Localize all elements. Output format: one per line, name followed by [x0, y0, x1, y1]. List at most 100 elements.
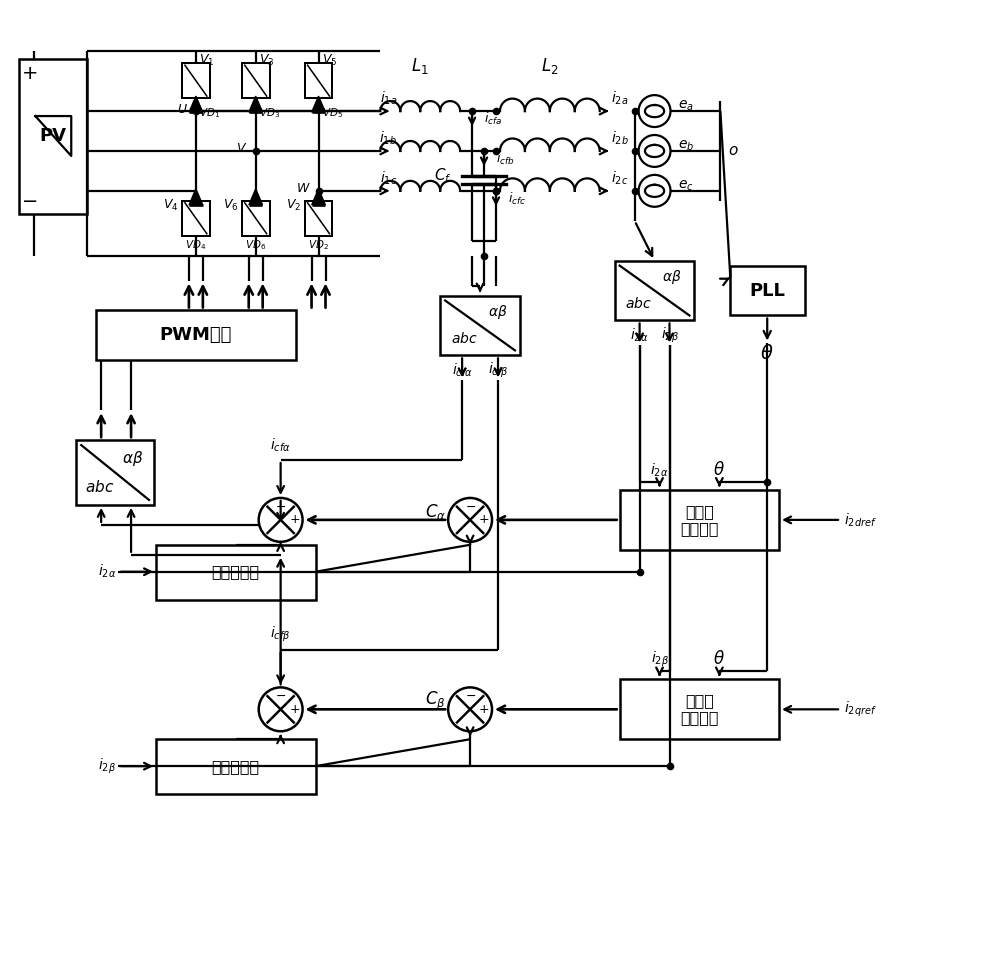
Text: $C_{\beta}$: $C_{\beta}$	[425, 690, 446, 713]
Text: $C_f$: $C_f$	[434, 167, 452, 185]
Text: 改进型
重复控制: 改进型 重复控制	[680, 504, 719, 536]
Text: $e_a$: $e_a$	[678, 99, 694, 113]
Text: 干扰观测器: 干扰观测器	[212, 759, 260, 774]
Text: $i_{2\alpha}$: $i_{2\alpha}$	[98, 563, 116, 581]
Text: $V_3$: $V_3$	[259, 53, 274, 68]
Bar	[182, 63, 210, 98]
Circle shape	[448, 688, 492, 731]
Text: $i_{2\alpha}$: $i_{2\alpha}$	[630, 327, 649, 344]
Text: $-$: $-$	[465, 689, 476, 702]
Text: PWM生成: PWM生成	[160, 327, 232, 345]
Text: $V_4$: $V_4$	[163, 198, 179, 214]
Text: $i_{2c}$: $i_{2c}$	[611, 170, 628, 187]
Text: $i_{cf\alpha}$: $i_{cf\alpha}$	[270, 437, 291, 454]
Text: $e_c$: $e_c$	[678, 178, 694, 194]
Text: $abc$: $abc$	[451, 331, 477, 346]
Text: $i_{2\beta}$: $i_{2\beta}$	[98, 757, 116, 776]
Text: $V_5$: $V_5$	[322, 53, 337, 68]
Text: $+$: $+$	[478, 703, 489, 716]
Bar	[76, 440, 154, 505]
Text: $U$: $U$	[177, 103, 188, 116]
Text: $o$: $o$	[728, 144, 739, 158]
Circle shape	[259, 498, 303, 542]
Text: $+$: $+$	[478, 513, 489, 526]
Text: $V$: $V$	[236, 143, 248, 155]
Text: $i_{1c}$: $i_{1c}$	[380, 170, 397, 187]
Text: $W$: $W$	[296, 182, 311, 195]
Text: $-$: $-$	[275, 500, 286, 513]
Text: $+$: $+$	[289, 703, 300, 716]
Text: $L_1$: $L_1$	[411, 57, 429, 77]
Text: $i_{cf\alpha}$: $i_{cf\alpha}$	[452, 361, 473, 379]
Text: $VD_3$: $VD_3$	[259, 106, 280, 120]
Text: $i_{2a}$: $i_{2a}$	[611, 89, 628, 106]
Text: $i_{2qref}$: $i_{2qref}$	[844, 699, 877, 719]
Circle shape	[639, 95, 671, 127]
Text: $e_b$: $e_b$	[678, 139, 695, 153]
Text: $V_2$: $V_2$	[286, 198, 302, 214]
Bar	[242, 201, 270, 236]
Text: $+$: $+$	[21, 63, 38, 82]
Bar	[620, 490, 779, 550]
Text: $i_{1a}$: $i_{1a}$	[380, 89, 397, 106]
Polygon shape	[249, 189, 262, 205]
Circle shape	[639, 135, 671, 167]
Text: $VD_1$: $VD_1$	[199, 106, 220, 120]
Text: $\theta$: $\theta$	[713, 461, 725, 479]
Polygon shape	[189, 96, 203, 112]
Text: $\alpha\beta$: $\alpha\beta$	[662, 268, 682, 286]
Text: $i_{cfb}$: $i_{cfb}$	[496, 150, 515, 167]
Text: $-$: $-$	[21, 191, 37, 209]
Text: $C_{\alpha}$: $C_{\alpha}$	[425, 502, 446, 522]
Text: $i_{2b}$: $i_{2b}$	[611, 129, 629, 147]
Bar	[156, 740, 316, 794]
Polygon shape	[249, 96, 262, 112]
Text: $i_{cf\beta}$: $i_{cf\beta}$	[270, 625, 291, 644]
Bar	[730, 265, 805, 315]
Bar	[620, 679, 779, 740]
Text: $\alpha\beta$: $\alpha\beta$	[488, 304, 507, 321]
Polygon shape	[312, 96, 325, 112]
Text: $i_{cfa}$: $i_{cfa}$	[484, 111, 502, 127]
Text: $i_{2\alpha}$: $i_{2\alpha}$	[650, 462, 669, 479]
Text: $+$: $+$	[289, 513, 300, 526]
Text: $i_{cf\beta}$: $i_{cf\beta}$	[488, 360, 508, 380]
Text: $i_{2\beta}$: $i_{2\beta}$	[661, 326, 678, 345]
Text: $VD_5$: $VD_5$	[322, 106, 343, 120]
Bar	[156, 545, 316, 600]
Text: PLL: PLL	[749, 282, 785, 300]
Bar	[182, 201, 210, 236]
Circle shape	[639, 175, 671, 207]
Bar	[440, 295, 520, 355]
Text: $\alpha\beta$: $\alpha\beta$	[122, 448, 143, 468]
Text: $VD_4$: $VD_4$	[185, 238, 207, 252]
Bar	[19, 59, 87, 214]
Bar	[615, 261, 694, 321]
Polygon shape	[189, 189, 203, 205]
Text: $L_2$: $L_2$	[541, 57, 559, 77]
Text: $V_6$: $V_6$	[223, 198, 239, 214]
Text: 改进型
重复控制: 改进型 重复控制	[680, 694, 719, 725]
Text: $-$: $-$	[465, 500, 476, 513]
Polygon shape	[312, 189, 325, 205]
Text: $i_{1b}$: $i_{1b}$	[379, 129, 397, 147]
Bar	[305, 201, 332, 236]
Circle shape	[448, 498, 492, 542]
Text: PV: PV	[40, 127, 67, 145]
Text: $\theta$: $\theta$	[760, 344, 774, 363]
Text: $abc$: $abc$	[85, 479, 114, 494]
Text: $V_1$: $V_1$	[199, 53, 214, 68]
Text: 干扰观测器: 干扰观测器	[212, 564, 260, 580]
Bar	[305, 63, 332, 98]
Text: $i_{cfc}$: $i_{cfc}$	[508, 191, 526, 207]
Text: $VD_6$: $VD_6$	[245, 238, 266, 252]
Circle shape	[259, 688, 303, 731]
Text: $i_{2dref}$: $i_{2dref}$	[844, 512, 877, 529]
Text: $abc$: $abc$	[625, 296, 652, 311]
Bar	[96, 310, 296, 360]
Text: $\theta$: $\theta$	[713, 650, 725, 669]
Bar	[242, 63, 270, 98]
Text: $i_{2\beta}$: $i_{2\beta}$	[651, 650, 669, 669]
Text: $VD_2$: $VD_2$	[308, 238, 329, 252]
Text: $-$: $-$	[275, 689, 286, 702]
